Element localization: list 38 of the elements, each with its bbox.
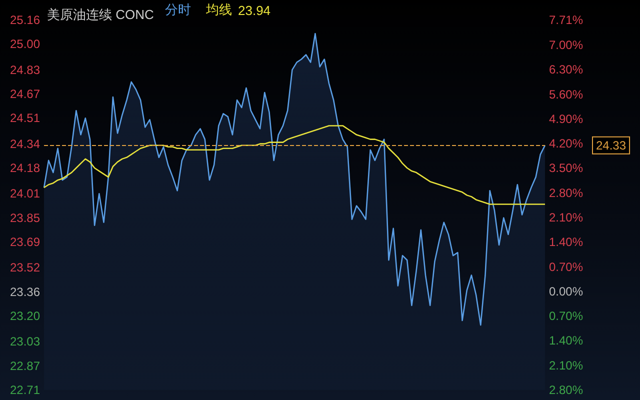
y-tick-label: 23.03: [10, 334, 40, 349]
y-tick-label: 23.69: [10, 235, 40, 249]
y2-tick-label: 2.80%: [549, 186, 584, 200]
y-tick-label: 23.52: [10, 260, 40, 275]
text: 均线: [205, 2, 232, 17]
y2-tick-label: 1.40%: [549, 334, 584, 348]
ref-line-label: 24.33: [596, 138, 626, 152]
y2-tick-label: 7.00%: [549, 38, 584, 52]
y2-tick-label: 4.90%: [549, 112, 584, 126]
y2-tick-label: 0.00%: [549, 284, 584, 298]
y-tick-label: 23.20: [10, 309, 40, 323]
y-tick-label: 24.01: [10, 186, 40, 201]
y-tick-label: 24.18: [10, 161, 40, 175]
y2-tick-label: 6.30%: [549, 62, 584, 77]
y-tick-label: 25.16: [10, 13, 40, 27]
line-series: [43, 125, 546, 205]
chart-title: 美原油连续 CONC: [47, 7, 154, 22]
y-tick-label: 22.71: [10, 383, 40, 397]
y2-tick-label: 4.20%: [549, 136, 584, 151]
y-tick-label: 25.00: [10, 37, 40, 52]
y-tick-label: 23.36: [10, 284, 40, 299]
y-tick-label: 23.85: [10, 210, 40, 225]
y2-tick-label: 0.70%: [549, 260, 584, 274]
y2-tick-label: 5.60%: [549, 87, 584, 102]
text: 分时: [165, 2, 191, 17]
y2-tick-label: 2.10%: [549, 210, 584, 224]
y2-tick-label: 2.80%: [549, 383, 584, 397]
y-tick-label: 24.51: [10, 111, 40, 126]
y2-tick-label: 1.40%: [549, 235, 584, 250]
y2-tick-label: 2.10%: [549, 358, 584, 372]
text: 23.94: [238, 3, 271, 18]
y2-tick-label: 3.50%: [549, 161, 584, 176]
y2-tick-label: 7.71%: [549, 13, 584, 27]
y-tick-label: 22.87: [10, 358, 40, 373]
y-tick-label: 24.34: [10, 136, 40, 151]
y2-tick-label: 0.70%: [549, 309, 584, 324]
y-tick-label: 24.83: [10, 62, 40, 77]
y-tick-label: 24.67: [10, 87, 40, 101]
